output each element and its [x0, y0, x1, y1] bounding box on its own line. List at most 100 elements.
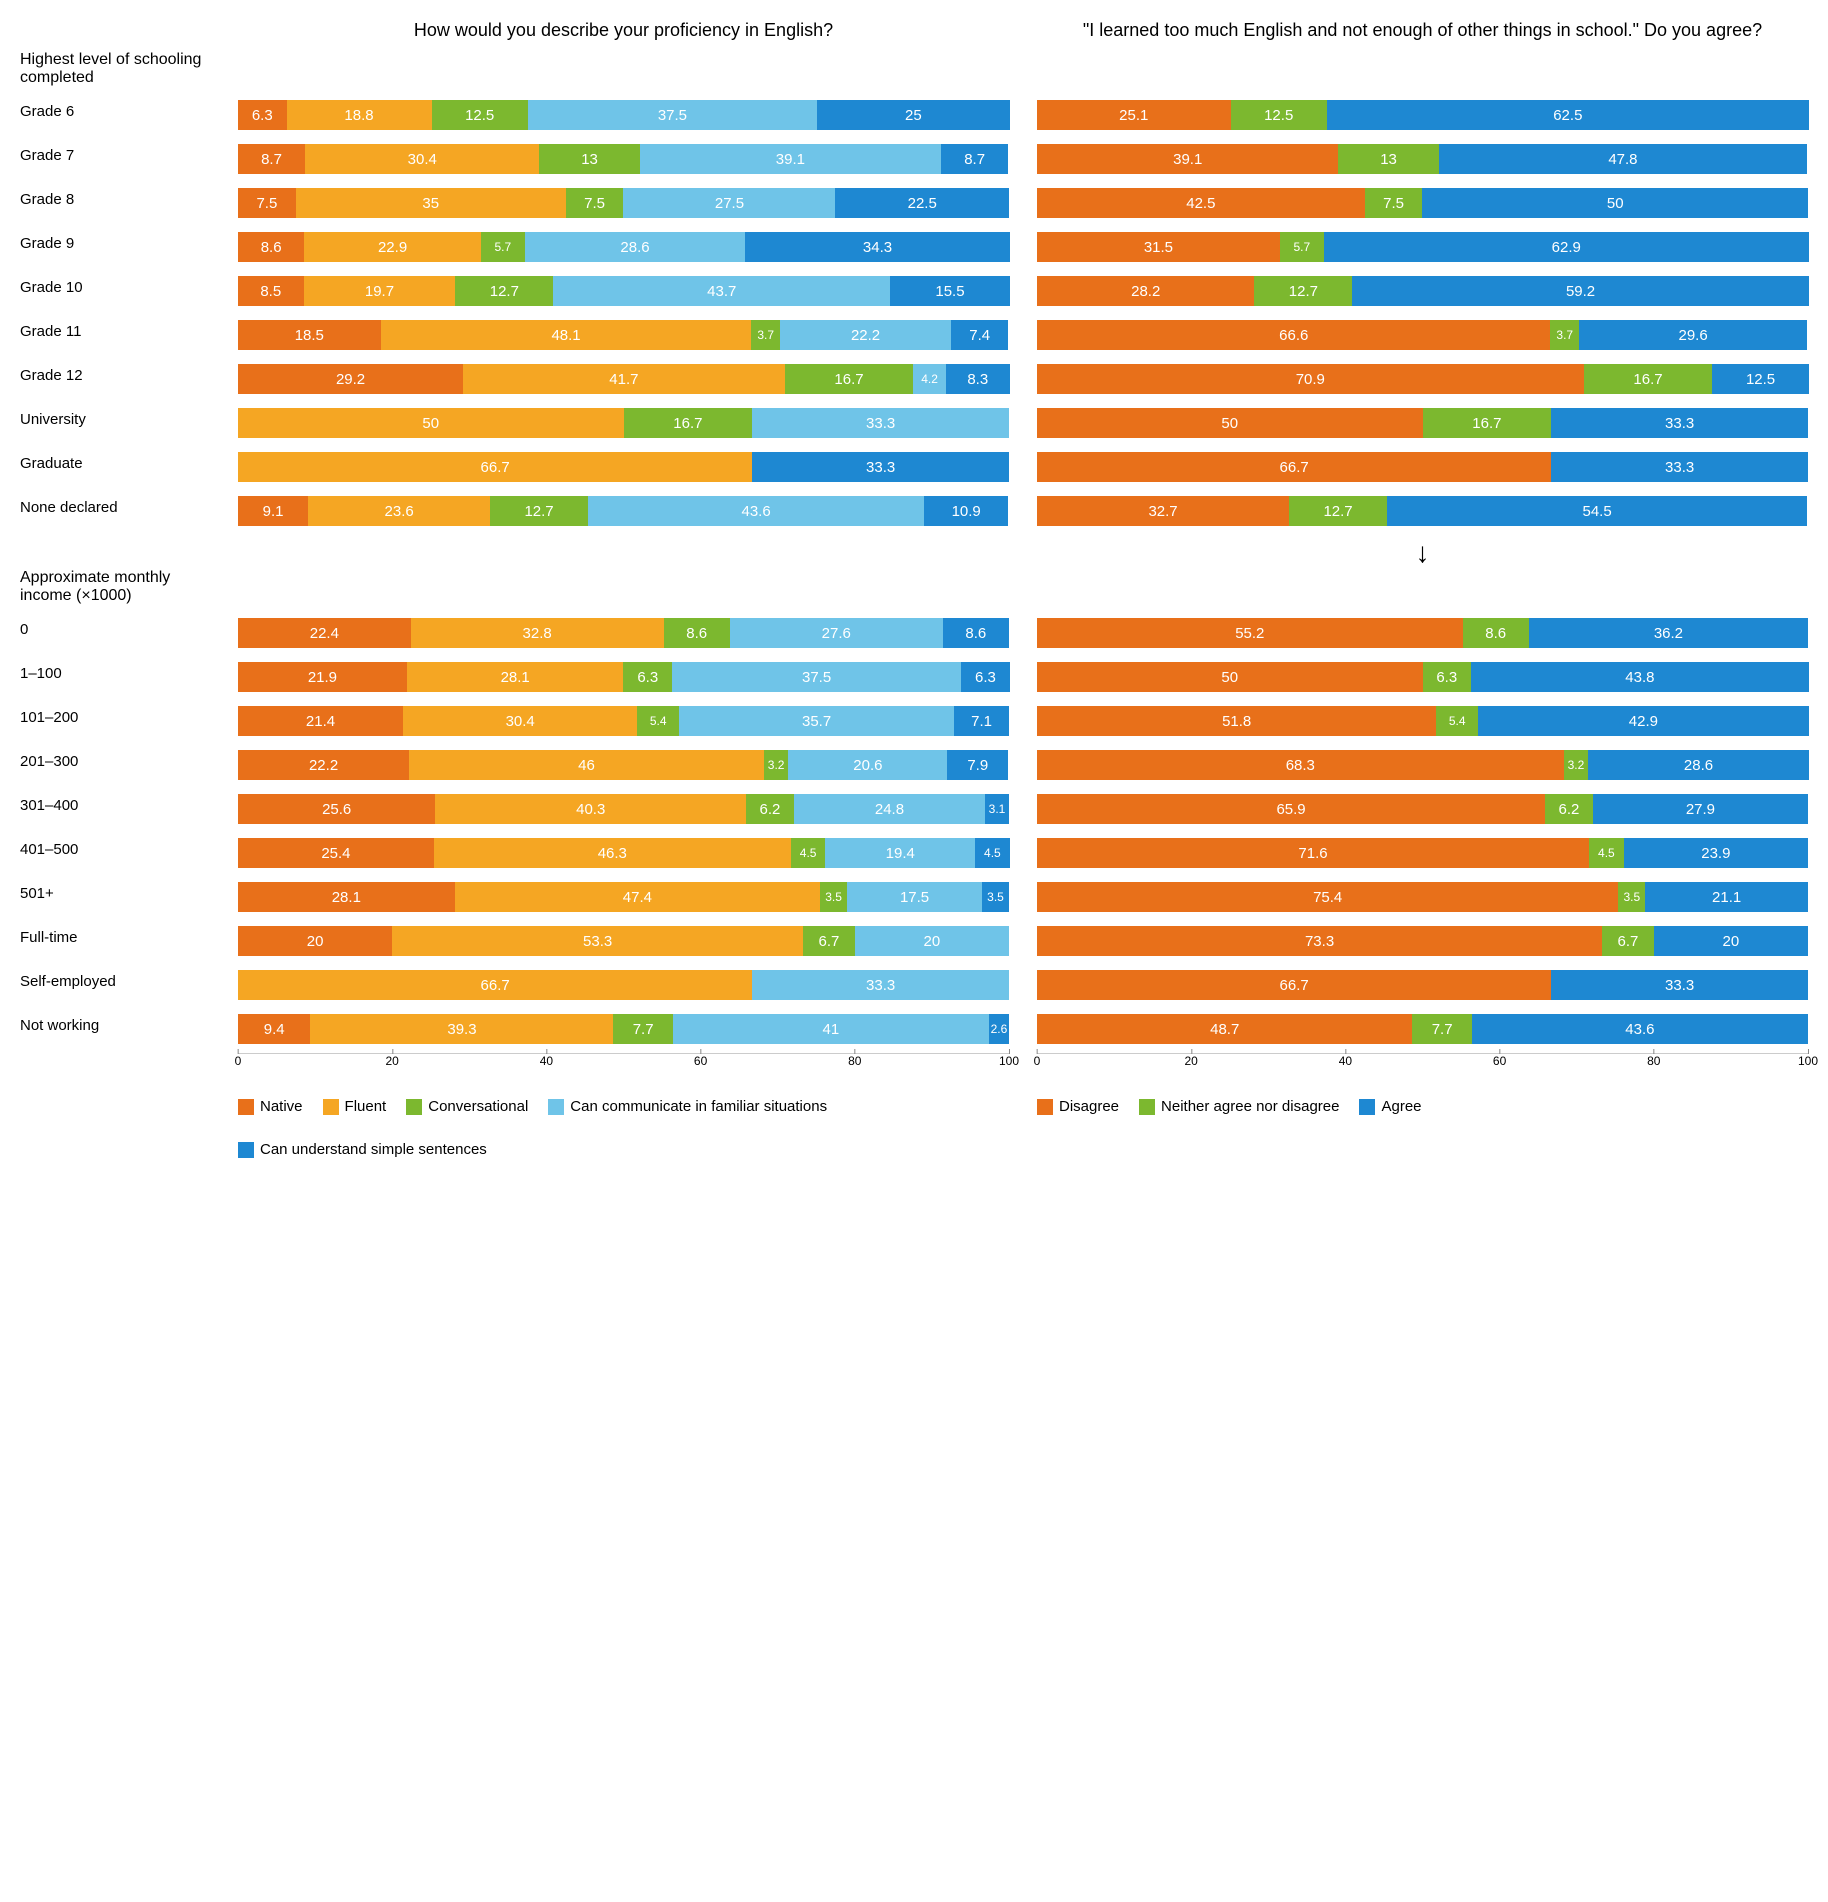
- bar-segment: 53.3: [392, 926, 803, 956]
- bar-segment: 37.5: [672, 662, 961, 692]
- bar-segment: 6.3: [238, 100, 287, 130]
- bar-segment: 6.2: [1545, 794, 1593, 824]
- stacked-bar: 5016.733.3: [1037, 408, 1808, 438]
- bar-segment: 20.6: [788, 750, 947, 780]
- stacked-bar: 9.123.612.743.610.9: [238, 496, 1009, 526]
- bar-segment: 30.4: [403, 706, 637, 736]
- bar-segment: 12.7: [455, 276, 553, 306]
- legend-swatch: [323, 1099, 339, 1115]
- bar-segment: 9.4: [238, 1014, 310, 1044]
- bar-segment: 22.5: [835, 188, 1008, 218]
- left-panel-title: How would you describe your proficiency …: [238, 20, 1009, 41]
- bar-segment: 66.7: [1037, 452, 1551, 482]
- bar-segment: 70.9: [1037, 364, 1584, 394]
- stacked-bar: 48.77.743.6: [1037, 1014, 1808, 1044]
- axis-tick: 100: [999, 1054, 1019, 1068]
- bar-segment: 12.5: [432, 100, 528, 130]
- bar-segment: 12.5: [1231, 100, 1327, 130]
- row-label: 201–300: [20, 743, 210, 781]
- stacked-bar: 28.147.43.517.53.5: [238, 882, 1009, 912]
- bar-segment: 18.8: [287, 100, 432, 130]
- bar-segment: 4.5: [791, 838, 826, 868]
- stacked-bar: 6.318.812.537.525: [238, 100, 1009, 130]
- bar-segment: 21.9: [238, 662, 407, 692]
- stacked-bar: 8.519.712.743.715.5: [238, 276, 1009, 306]
- bar-segment: 73.3: [1037, 926, 1602, 956]
- bar-segment: 5.4: [637, 706, 679, 736]
- stacked-bar: 29.241.716.74.28.3: [238, 364, 1009, 394]
- bar-segment: 22.9: [304, 232, 481, 262]
- bar-segment: 35: [296, 188, 566, 218]
- bar-segment: 22.2: [238, 750, 409, 780]
- bar-segment: 3.5: [1618, 882, 1645, 912]
- bar-segment: 66.6: [1037, 320, 1550, 350]
- bar-segment: 25: [817, 100, 1010, 130]
- bar-segment: 17.5: [847, 882, 982, 912]
- bar-segment: 27.5: [623, 188, 835, 218]
- bar-segment: 25.1: [1037, 100, 1231, 130]
- bar-segment: 46: [409, 750, 764, 780]
- arrow-down-icon: ↓: [1037, 533, 1808, 569]
- bar-segment: 28.1: [407, 662, 624, 692]
- stacked-bar: 68.33.228.6: [1037, 750, 1808, 780]
- bar-segment: 8.6: [238, 232, 304, 262]
- axis-tick: 40: [540, 1054, 553, 1068]
- bar-segment: 16.7: [1584, 364, 1713, 394]
- bar-segment: 25.4: [238, 838, 434, 868]
- bar-segment: 29.6: [1579, 320, 1807, 350]
- bar-segment: 8.6: [943, 618, 1009, 648]
- bar-segment: 28.2: [1037, 276, 1254, 306]
- bar-segment: 33.3: [752, 452, 1009, 482]
- legend-label: Agree: [1381, 1093, 1421, 1122]
- row-label: Grade 12: [20, 357, 210, 395]
- row-label: Self‑employed: [20, 963, 210, 1001]
- stacked-bar: 22.2463.220.67.9: [238, 750, 1009, 780]
- row-label: None declared: [20, 489, 210, 527]
- row-label: University: [20, 401, 210, 439]
- x-axis: 020406080100: [238, 1053, 1009, 1075]
- bar-segment: 39.1: [1037, 144, 1338, 174]
- bar-segment: 33.3: [1551, 970, 1808, 1000]
- bar-segment: 47.8: [1439, 144, 1808, 174]
- stacked-bar: 66.733.3: [238, 452, 1009, 482]
- legend-item: Disagree: [1037, 1093, 1119, 1122]
- bar-segment: 27.6: [730, 618, 943, 648]
- bar-segment: 8.7: [238, 144, 305, 174]
- bar-segment: 21.1: [1645, 882, 1808, 912]
- stacked-bar: 70.916.712.5: [1037, 364, 1808, 394]
- bar-segment: 23.6: [308, 496, 490, 526]
- bar-segment: 22.4: [238, 618, 411, 648]
- bar-segment: 39.3: [310, 1014, 613, 1044]
- stacked-bar: 21.430.45.435.77.1: [238, 706, 1009, 736]
- axis-tick: 40: [1339, 1054, 1352, 1068]
- stacked-bar: 66.63.729.6: [1037, 320, 1808, 350]
- legend-swatch: [1139, 1099, 1155, 1115]
- legend-left: NativeFluentConversationalCan communicat…: [238, 1093, 1009, 1164]
- row-label: 301–400: [20, 787, 210, 825]
- stacked-bar: 2053.36.720: [238, 926, 1009, 956]
- bar-segment: 40.3: [435, 794, 746, 824]
- legend-swatch: [238, 1142, 254, 1158]
- legend-swatch: [1359, 1099, 1375, 1115]
- bar-segment: 35.7: [679, 706, 954, 736]
- bar-segment: 16.7: [624, 408, 753, 438]
- stacked-bar: 75.43.521.1: [1037, 882, 1808, 912]
- stacked-bar: 65.96.227.9: [1037, 794, 1808, 824]
- bar-segment: 7.9: [947, 750, 1008, 780]
- bar-segment: 41.7: [463, 364, 785, 394]
- bar-segment: 7.5: [566, 188, 624, 218]
- row-label: 401–500: [20, 831, 210, 869]
- legend-label: Neither agree nor disagree: [1161, 1093, 1339, 1122]
- bar-segment: 50: [238, 408, 624, 438]
- bar-segment: 24.8: [794, 794, 985, 824]
- stacked-bar: 9.439.37.7412.6: [238, 1014, 1009, 1044]
- bar-segment: 31.5: [1037, 232, 1280, 262]
- bar-segment: 48.7: [1037, 1014, 1412, 1044]
- axis-tick: 20: [1185, 1054, 1198, 1068]
- legend-item: Neither agree nor disagree: [1139, 1093, 1339, 1122]
- bar-segment: 20: [1654, 926, 1808, 956]
- stacked-bar: 55.28.636.2: [1037, 618, 1808, 648]
- legend-swatch: [238, 1099, 254, 1115]
- bar-segment: 3.5: [820, 882, 847, 912]
- stacked-bar: 25.112.562.5: [1037, 100, 1808, 130]
